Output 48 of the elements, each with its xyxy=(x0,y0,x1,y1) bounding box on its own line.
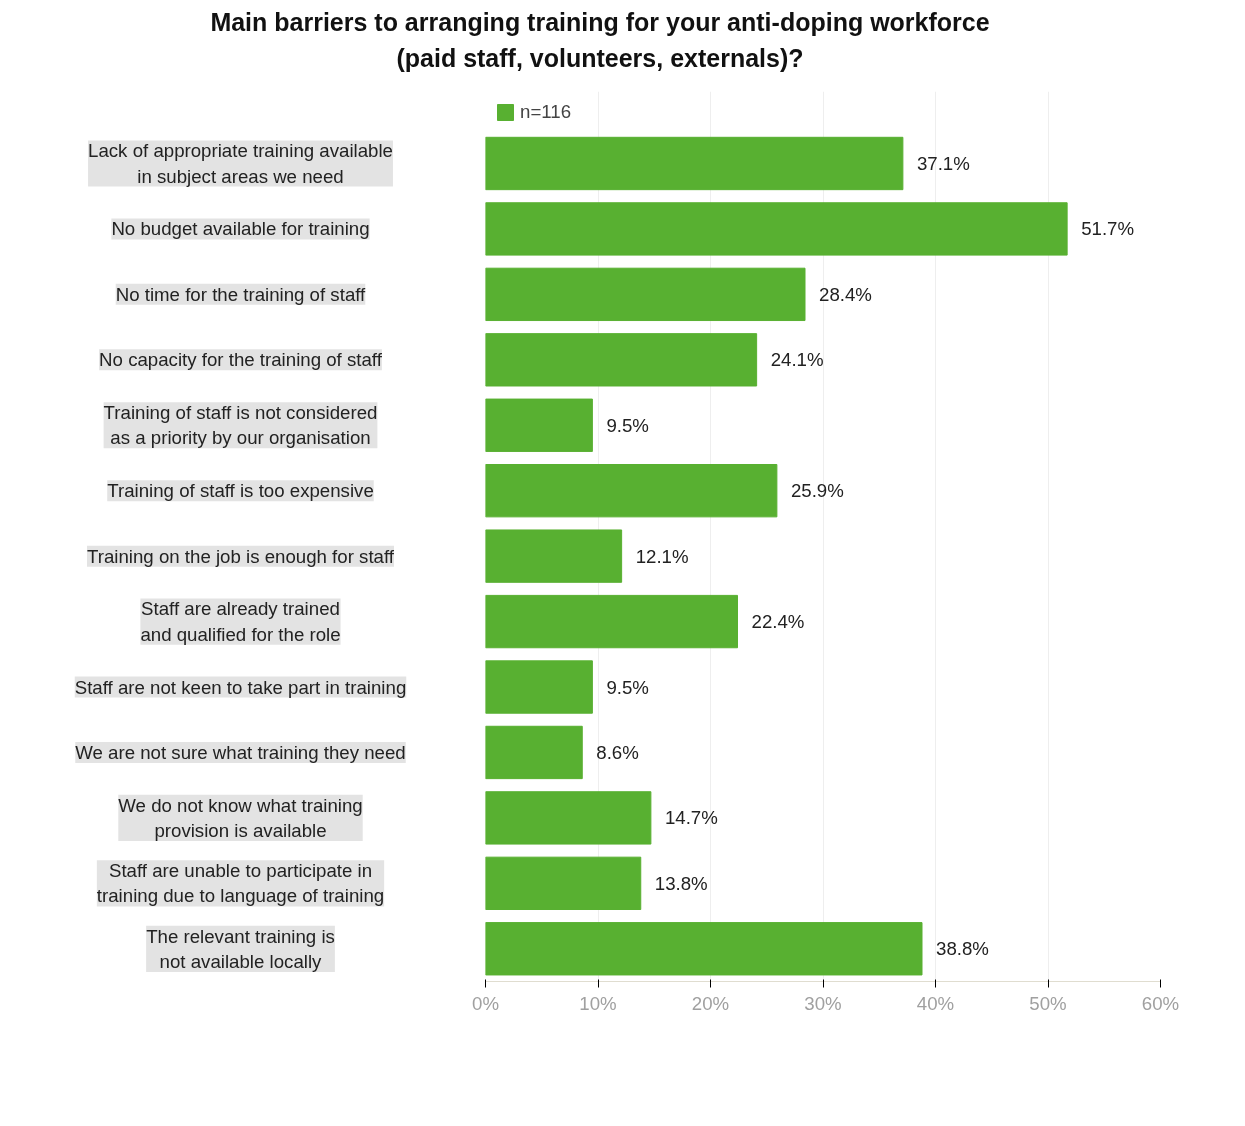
data-label: 8.6% xyxy=(596,742,639,764)
y-tick-label: Lack of appropriate training available in subject areas we need xyxy=(88,140,393,187)
chart-title: Main barriers to arranging training for your anti-doping workforce (paid staff, volunteers, externals)? xyxy=(209,7,991,74)
x-tick-label: 60% xyxy=(1141,992,1180,1014)
bar xyxy=(485,660,593,715)
bar xyxy=(485,726,583,780)
bar xyxy=(485,268,806,322)
x-tick-label: 0% xyxy=(472,992,499,1014)
y-tick-label: No time for the training of staff xyxy=(115,284,367,306)
bar xyxy=(485,464,778,518)
bar xyxy=(485,857,642,911)
bar xyxy=(485,922,923,976)
y-tick-label: No capacity for the training of staff xyxy=(99,349,383,371)
data-label: 24.1% xyxy=(770,349,824,371)
x-tick-label: 50% xyxy=(1029,992,1067,1014)
data-label: 12.1% xyxy=(635,546,689,568)
bar xyxy=(485,791,652,845)
y-tick-label: The relevant training is not available locally xyxy=(146,926,335,973)
legend-label: n=116 xyxy=(520,101,572,124)
bar xyxy=(485,202,1068,257)
y-tick-label: Staff are already trained and qualified for the role xyxy=(140,598,341,646)
y-tick-label: Staff are not keen to take part in training xyxy=(74,676,407,698)
bar xyxy=(485,529,623,584)
data-label: 28.4% xyxy=(819,284,872,306)
data-label: 38.8% xyxy=(936,938,989,960)
data-label: 14.7% xyxy=(664,807,718,829)
y-tick-label: Training on the job is enough for staff xyxy=(87,546,395,568)
x-tick-label: 30% xyxy=(804,992,842,1014)
data-label: 9.5% xyxy=(606,415,649,437)
x-tick-label: 40% xyxy=(916,992,955,1014)
data-label: 51.7% xyxy=(1081,218,1135,240)
bar xyxy=(485,137,904,191)
y-tick-label: We are not sure what training they need xyxy=(75,742,406,764)
bar xyxy=(485,595,738,649)
bar xyxy=(485,398,593,453)
data-label: 37.1% xyxy=(916,153,970,175)
data-label: 25.9% xyxy=(790,480,844,502)
y-tick-label: Training of staff is not considered as a priority by our organisation xyxy=(103,402,378,449)
data-label: 9.5% xyxy=(606,676,649,698)
x-tick-label: 20% xyxy=(691,992,730,1014)
bar xyxy=(485,333,758,387)
y-tick-label: Training of staff is too expensive xyxy=(107,480,374,502)
y-tick-label: Staff are unable to participate in training due to language of training xyxy=(96,860,385,907)
y-tick-label: We do not know what training provision is available xyxy=(118,795,363,842)
data-label: 22.4% xyxy=(751,611,805,633)
x-tick-label: 10% xyxy=(579,992,617,1014)
data-label: 13.8% xyxy=(654,873,708,895)
y-tick-label: No budget available for training xyxy=(111,218,370,240)
